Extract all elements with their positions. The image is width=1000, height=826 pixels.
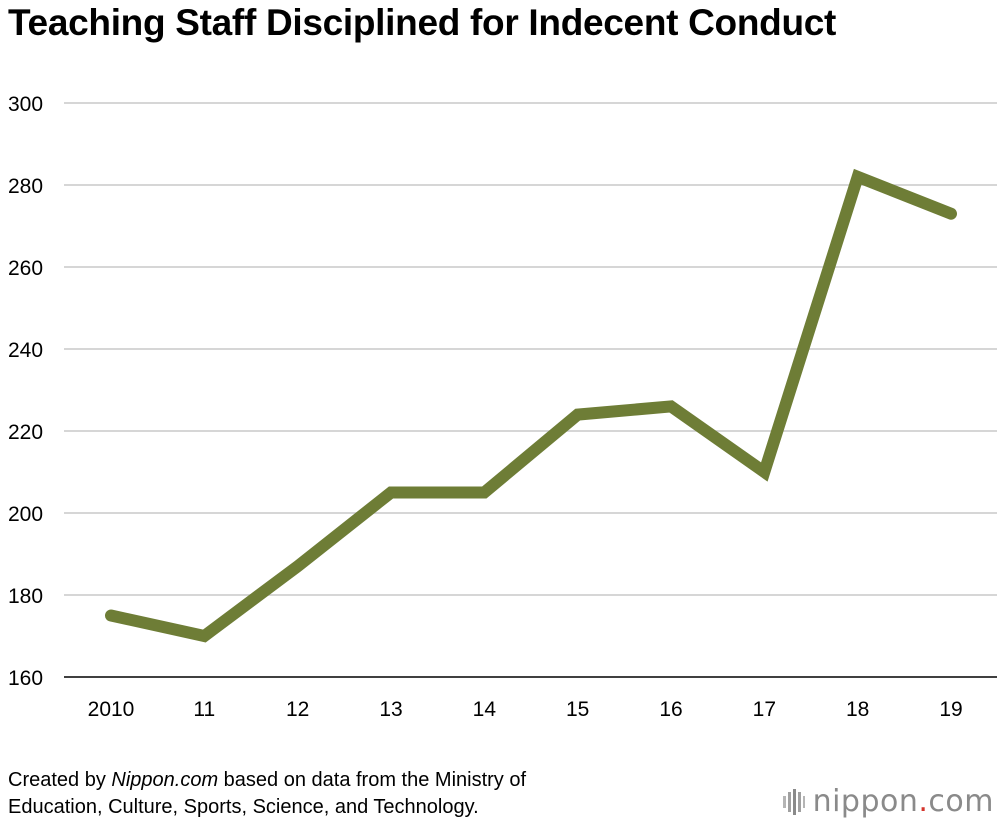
x-tick-label-12: 12 xyxy=(286,698,309,721)
series-line-0 xyxy=(105,168,957,643)
source-prefix: Created by xyxy=(8,769,112,791)
source-site-name: Nippon.com xyxy=(111,769,219,791)
source-line-1: Created by Nippon.com based on data from… xyxy=(8,767,526,794)
x-tick-label-16: 16 xyxy=(659,698,682,721)
y-tick-label-260: 260 xyxy=(8,257,43,280)
x-axis-tick-labels: 2010 11 12 13 14 15 16 17 18 19 xyxy=(88,698,963,721)
y-axis-tick-labels: 160 180 200 220 240 260 280 300 xyxy=(8,93,43,690)
x-tick-label-15: 15 xyxy=(566,698,589,721)
x-tick-label-19: 19 xyxy=(939,698,962,721)
series-lines xyxy=(105,168,957,643)
y-tick-label-200: 200 xyxy=(8,503,43,526)
brand-wordmark: nippon.com xyxy=(813,784,994,819)
brand-name: nippon xyxy=(812,784,919,819)
y-tick-label-240: 240 xyxy=(8,339,43,362)
y-tick-label-220: 220 xyxy=(8,421,43,444)
x-tick-label-11: 11 xyxy=(193,698,215,721)
x-tick-label-17: 17 xyxy=(753,698,776,721)
source-note: Created by Nippon.com based on data from… xyxy=(8,767,526,821)
grid-lines xyxy=(64,102,997,596)
y-tick-label-180: 180 xyxy=(8,585,43,608)
source-line-1-rest: based on data from the Ministry of xyxy=(218,769,527,791)
x-tick-label-2010: 2010 xyxy=(88,698,135,721)
y-tick-label-160: 160 xyxy=(8,667,43,690)
nippon-logo: nippon.com xyxy=(782,784,994,819)
x-tick-label-14: 14 xyxy=(473,698,497,721)
brand-suffix: com xyxy=(928,784,994,819)
x-tick-label-13: 13 xyxy=(379,698,402,721)
source-line-2: Education, Culture, Sports, Science, and… xyxy=(8,796,479,818)
brand-bars-icon xyxy=(782,788,805,815)
y-tick-label-300: 300 xyxy=(8,93,43,116)
y-tick-label-280: 280 xyxy=(8,175,43,198)
x-tick-label-18: 18 xyxy=(846,698,869,721)
chart-title: Teaching Staff Disciplined for Indecent … xyxy=(8,2,837,43)
line-chart: 160 180 200 220 240 260 280 300 2010 11 12 13 14 15 1… xyxy=(8,93,997,721)
brand-dot: . xyxy=(918,784,929,819)
